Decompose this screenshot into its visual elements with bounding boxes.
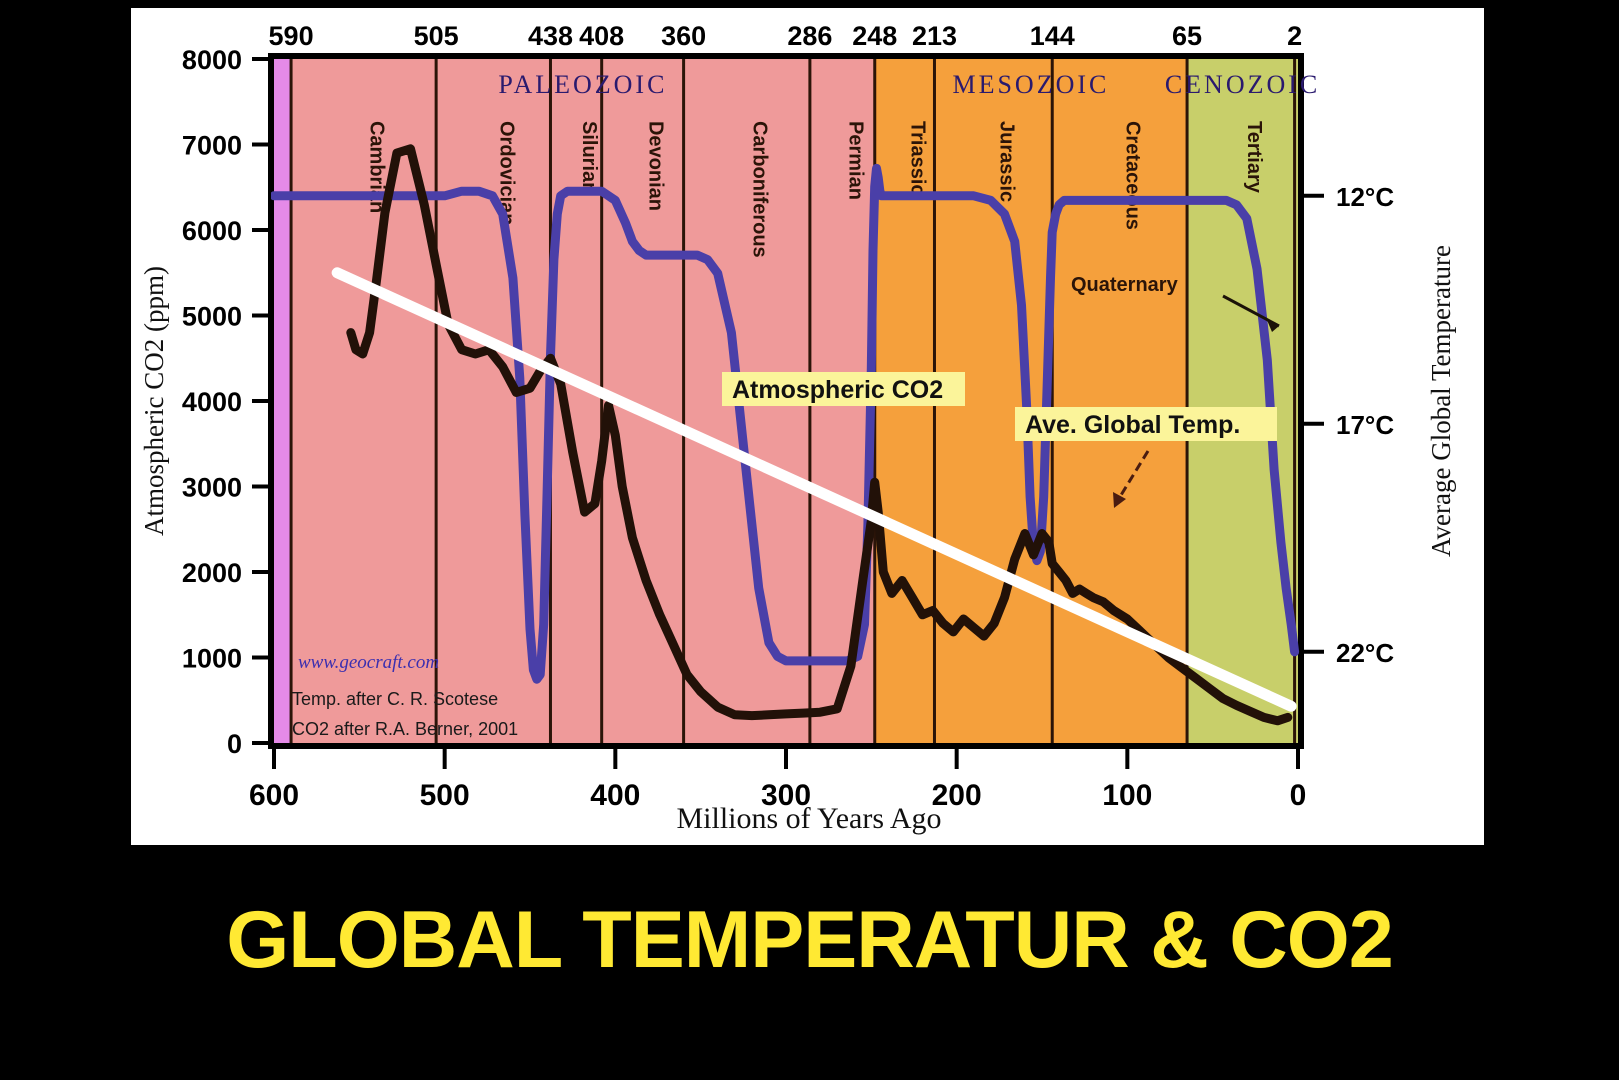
right-axis: 22°C 17°C 12°C	[1298, 182, 1394, 668]
era-names: PALEOZOIC MESOZOIC CENOZOIC	[498, 70, 1320, 99]
bottom-tick-label-400: 400	[590, 779, 640, 812]
title-bar: GLOBAL TEMPERATUR & CO2	[0, 860, 1619, 1020]
top-tick-label-2: 2	[1287, 21, 1302, 51]
top-tick-label-590: 590	[269, 21, 314, 51]
left-tick-label-1000: 1000	[182, 644, 242, 674]
period-label-cretaceous: Cretaceous	[1122, 121, 1144, 230]
page-title: GLOBAL TEMPERATUR & CO2	[226, 894, 1394, 985]
credit-temp-source: Temp. after C. R. Scotese	[292, 689, 498, 709]
era-label-cenozoic: CENOZOIC	[1165, 70, 1320, 99]
top-tick-label-286: 286	[787, 21, 832, 51]
top-tick-label-438: 438	[528, 21, 573, 51]
co2-callout-label: Atmospheric CO2	[732, 376, 943, 404]
top-tick-label-248: 248	[852, 21, 897, 51]
left-tick-label-8000: 8000	[182, 45, 242, 75]
quaternary-label: Quaternary	[1071, 274, 1179, 296]
bottom-tick-label-100: 100	[1102, 779, 1152, 812]
bottom-tick-label-600: 600	[249, 779, 299, 812]
period-label-carboniferous: Carboniferous	[749, 121, 771, 258]
left-axis: 8000 7000 6000 5000 4000 3000 2000 1000 0	[182, 45, 274, 759]
geologic-bands	[274, 59, 1298, 743]
temp-arrow-icon	[1113, 492, 1126, 508]
credit-co2-source: CO2 after R.A. Berner, 2001	[292, 719, 518, 739]
left-tick-label-4000: 4000	[182, 387, 242, 417]
callout-atmospheric-co2: Atmospheric CO2	[722, 372, 965, 406]
quaternary-arrow-icon	[1267, 320, 1279, 332]
bottom-tick-label-200: 200	[932, 779, 982, 812]
period-label-devonian: Devonian	[645, 121, 667, 211]
left-tick-label-7000: 7000	[182, 131, 242, 161]
chart-card: 8000 7000 6000 5000 4000 3000 2000 1000 0 600 500…	[131, 8, 1484, 845]
temp-callout-label: Ave. Global Temp.	[1025, 411, 1240, 439]
era-label-mesozoic: MESOZOIC	[952, 70, 1109, 99]
top-tick-label-360: 360	[661, 21, 706, 51]
left-axis-title: Atmospheric CO2 (ppm)	[139, 266, 169, 536]
left-tick-label-5000: 5000	[182, 302, 242, 332]
period-label-jurassic: Jurassic	[995, 121, 1017, 202]
era-label-paleozoic: PALEOZOIC	[498, 70, 667, 99]
co2-curve	[346, 144, 1293, 726]
left-tick-label-0: 0	[227, 729, 242, 759]
left-tick-label-3000: 3000	[182, 473, 242, 503]
data-curves	[271, 144, 1300, 726]
band-precambrian	[274, 59, 292, 743]
temperature-curve	[271, 163, 1300, 684]
period-label-ordovician: Ordovician	[495, 121, 517, 225]
band-cenozoic	[1187, 59, 1298, 743]
temp-callout-highlight	[1015, 407, 1277, 441]
right-tick-label-17: 17°C	[1336, 410, 1394, 440]
bottom-tick-label-300: 300	[761, 779, 811, 812]
right-tick-label-22: 12°C	[1336, 182, 1394, 212]
top-tick-label-213: 213	[912, 21, 957, 51]
left-tick-label-2000: 2000	[182, 558, 242, 588]
temp-leader-line	[1116, 450, 1150, 501]
right-axis-title: Average Global Temperature	[1426, 245, 1456, 557]
period-label-triassic: Triassic	[907, 121, 929, 196]
top-tick-label-144: 144	[1030, 21, 1075, 51]
top-tick-label-505: 505	[414, 21, 459, 51]
top-tick-label-408: 408	[579, 21, 624, 51]
period-label-tertiary: Tertiary	[1243, 121, 1265, 194]
bottom-axis-title: Millions of Years Ago	[676, 802, 941, 835]
top-axis: 590 505 438 408 360 286 248 213 144 65 2	[269, 21, 1303, 51]
credit-website: www.geocraft.com	[298, 652, 439, 673]
period-label-silurian: Silurian	[578, 121, 600, 194]
period-label-cambrian: Cambrian	[366, 121, 388, 213]
bottom-tick-label-0: 0	[1290, 779, 1307, 812]
left-tick-label-6000: 6000	[182, 216, 242, 246]
right-tick-label-12: 22°C	[1336, 638, 1394, 668]
quaternary-leader-line	[1222, 294, 1280, 328]
top-tick-label-65: 65	[1172, 21, 1202, 51]
period-label-permian: Permian	[844, 121, 866, 200]
co2-callout-highlight	[722, 372, 965, 406]
white-trend-line	[331, 267, 1297, 712]
callout-ave-global-temp: Ave. Global Temp.	[1015, 407, 1277, 508]
bottom-tick-label-500: 500	[420, 779, 470, 812]
bottom-axis: 600 500 400 300 200 100 0	[249, 743, 1306, 812]
